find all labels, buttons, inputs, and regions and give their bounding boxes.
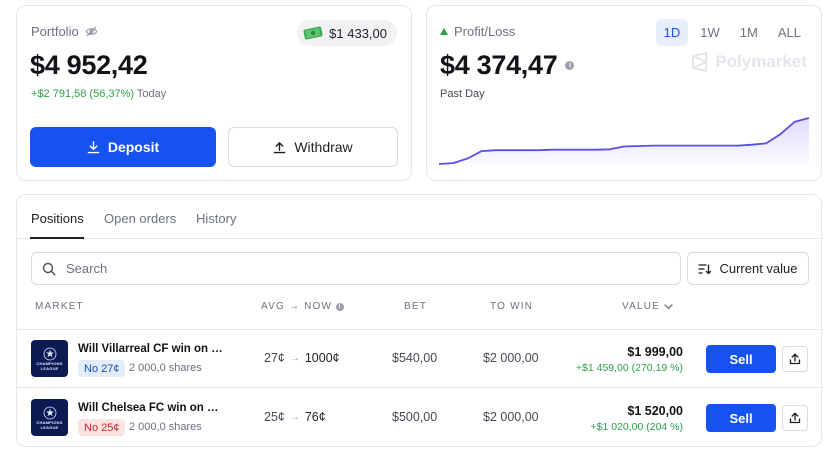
bet-amount: $500,00: [392, 410, 438, 424]
cash-icon: [303, 26, 323, 40]
share-button[interactable]: [782, 405, 808, 431]
position-value: $1 999,00: [627, 345, 683, 359]
info-icon[interactable]: i: [336, 302, 345, 311]
position-value: $1 520,00: [627, 404, 683, 418]
arrow-right-icon: →: [289, 411, 300, 423]
portfolio-card: Portfolio $1 433,00 $4 952,42 +$2 791,58…: [16, 5, 412, 181]
chevron-down-icon: [664, 303, 673, 309]
header-market: MARKET: [35, 301, 84, 312]
deposit-label: Deposit: [107, 139, 160, 155]
info-icon[interactable]: i: [565, 61, 575, 70]
to-win-amount: $2 000,00: [483, 410, 539, 424]
position-gain: +$1 020,00 (204 %): [590, 421, 683, 433]
header-value[interactable]: VALUE: [622, 301, 673, 312]
profit-loss-card: Profit/Loss 1D 1W 1M ALL $4 374,47 i Polyma…: [426, 5, 822, 181]
avg-now: 25¢ → 76¢: [264, 410, 326, 424]
sort-label: Current value: [719, 261, 798, 276]
pnl-value: $4 374,47: [440, 50, 558, 80]
header-value-label: VALUE: [622, 301, 661, 312]
side-badge: No 27¢: [78, 360, 126, 377]
champions-league-logo: CHAMPIONS LEAGUE: [31, 340, 68, 377]
table-divider: [17, 329, 821, 330]
pnl-label: Profit/Loss: [454, 24, 516, 39]
share-icon: [789, 412, 801, 424]
avg-price: 27¢: [264, 351, 285, 365]
tab-open-orders[interactable]: Open orders: [104, 211, 177, 226]
pnl-sparkline-chart: [439, 117, 809, 170]
download-icon: [87, 140, 100, 153]
search-icon: [42, 262, 56, 276]
withdraw-label: Withdraw: [294, 139, 353, 155]
eye-off-icon[interactable]: [85, 25, 98, 38]
polymarket-watermark: Polymarket: [691, 52, 807, 72]
position-gain: +$1 459,00 (270,19 %): [575, 362, 683, 374]
now-price: 1000¢: [304, 351, 340, 365]
polymarket-logo-icon: [692, 52, 708, 72]
cash-balance: $1 433,00: [329, 25, 387, 41]
share-icon: [789, 353, 801, 365]
avg-price: 25¢: [264, 410, 285, 424]
range-tab-1d[interactable]: 1D: [655, 19, 689, 46]
portfolio-label-row: Portfolio: [31, 24, 98, 39]
star-ball-icon: [43, 406, 56, 419]
header-avg-now[interactable]: AVG → NOW i: [261, 301, 345, 312]
range-tab-1w[interactable]: 1W: [700, 25, 720, 40]
tab-history[interactable]: History: [196, 211, 237, 226]
pnl-period: Past Day: [440, 88, 485, 100]
share-button[interactable]: [782, 346, 808, 372]
portfolio-value: $4 952,42: [30, 50, 148, 80]
market-title[interactable]: Will Chelsea FC win on …: [78, 402, 219, 414]
range-tab-all[interactable]: ALL: [777, 25, 801, 40]
shares-count: 2 000,0 shares: [129, 362, 202, 374]
sort-icon: [698, 263, 712, 274]
tab-positions[interactable]: Positions: [31, 211, 84, 226]
deposit-button[interactable]: Deposit: [30, 127, 216, 167]
table-row[interactable]: CHAMPIONS LEAGUE Will Chelsea FC win on …: [17, 389, 821, 447]
portfolio-change-period: Today: [136, 88, 167, 100]
pnl-line: [439, 117, 809, 165]
pnl-area: [439, 118, 809, 170]
to-win-amount: $2 000,00: [483, 351, 539, 365]
cash-balance-pill[interactable]: $1 433,00: [297, 20, 397, 46]
triangle-up-icon: [440, 28, 448, 35]
header-to-win: TO WIN: [490, 301, 534, 312]
withdraw-button[interactable]: Withdraw: [228, 127, 398, 167]
logo-text: CHAMPIONS LEAGUE: [36, 360, 63, 371]
search-box[interactable]: [31, 252, 681, 285]
logo-text: CHAMPIONS LEAGUE: [36, 419, 63, 430]
table-row[interactable]: CHAMPIONS LEAGUE Will Villarreal CF win …: [17, 330, 821, 388]
watermark-text: Polymarket: [715, 52, 807, 71]
range-tab-1m[interactable]: 1M: [739, 25, 758, 40]
active-tab-indicator: [30, 237, 84, 239]
champions-league-logo: CHAMPIONS LEAGUE: [31, 399, 68, 436]
upload-icon: [274, 141, 286, 153]
now-price: 76¢: [304, 410, 326, 424]
side-badge: No 25¢: [78, 419, 126, 436]
portfolio-change: +$2 791,58 (56,37%): [31, 88, 135, 100]
range-tabs: 1D 1W 1M ALL: [655, 19, 809, 46]
header-bet: BET: [404, 301, 428, 312]
sell-button[interactable]: Sell: [706, 345, 776, 373]
shares-count: 2 000,0 shares: [129, 421, 202, 433]
positions-card: Positions Open orders History Current va…: [16, 194, 822, 447]
search-input[interactable]: [66, 261, 646, 276]
positions-tabs: Positions Open orders History: [17, 195, 821, 239]
header-avg-now-label: AVG → NOW: [261, 301, 333, 312]
arrow-right-icon: →: [289, 352, 300, 364]
star-ball-icon: [43, 347, 56, 360]
portfolio-change-row: +$2 791,58 (56,37%) Today: [31, 88, 166, 100]
bet-amount: $540,00: [392, 351, 438, 365]
sell-button[interactable]: Sell: [706, 404, 776, 432]
avg-now: 27¢ → 1000¢: [264, 351, 340, 365]
market-title[interactable]: Will Villarreal CF win on …: [78, 343, 223, 355]
portfolio-label: Portfolio: [31, 24, 79, 39]
sort-current-value-button[interactable]: Current value: [687, 252, 809, 285]
pnl-label-row: Profit/Loss: [440, 24, 515, 39]
pnl-value-row: $4 374,47 i: [440, 50, 575, 81]
